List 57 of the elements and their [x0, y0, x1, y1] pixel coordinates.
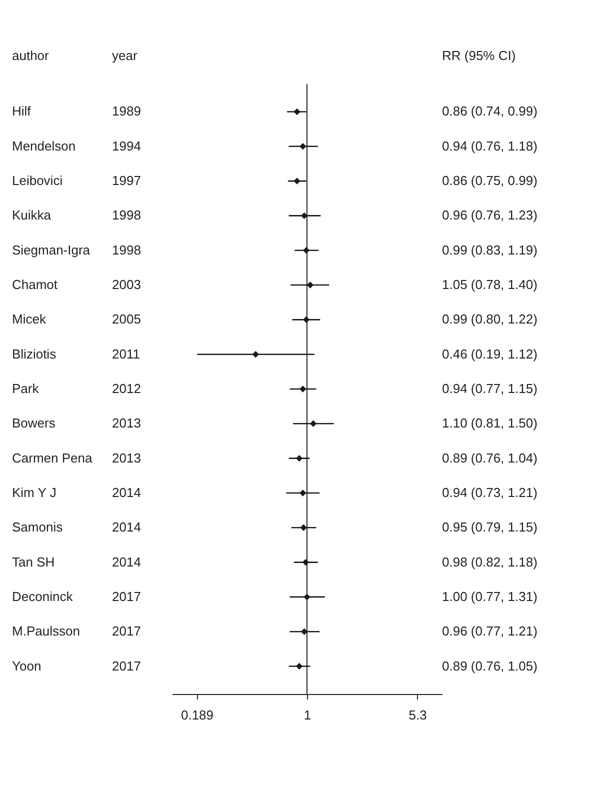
y2-tick-label: 2014 — [112, 484, 141, 500]
data-label: 1.00 (0.77, 1.31) — [442, 588, 538, 604]
y-tick-label: Carmen Pena — [12, 450, 93, 466]
y-tick-label: Siegman-Igra — [12, 242, 91, 258]
y2-tick-label: 2011 — [112, 346, 140, 362]
y-tick-label: Hilf — [12, 104, 32, 119]
data-label: 0.94 (0.76, 1.18) — [442, 138, 538, 154]
x-tick-label: 1 — [304, 708, 312, 722]
data-label: 0.89 (0.76, 1.04) — [442, 450, 538, 466]
data-label: 0.86 (0.75, 0.99) — [442, 173, 538, 188]
y2-tick-label: 2017 — [112, 588, 141, 604]
y2-tick-label: 1998 — [112, 242, 141, 258]
y2-tick-label: 2014 — [112, 520, 141, 535]
data-label: 0.99 (0.83, 1.19) — [442, 242, 538, 258]
data-label: 0.94 (0.77, 1.15) — [442, 381, 538, 396]
data-label: 1.10 (0.81, 1.50) — [442, 416, 538, 431]
y-tick-label: Kim Y J — [12, 484, 56, 500]
x-tick-label: 5.3 — [408, 708, 427, 722]
y-tick-label: Mendelson — [12, 138, 76, 154]
data-label: 0.89 (0.76, 1.05) — [442, 658, 538, 674]
y2-tick-label: 2012 — [112, 381, 141, 396]
y-tick-label: Samonis — [12, 520, 64, 535]
data-label: 0.86 (0.74, 0.99) — [442, 104, 538, 119]
text: author — [12, 48, 50, 63]
y2-tick-label: 2003 — [112, 277, 141, 292]
y-tick-label: Kuikka — [12, 208, 52, 223]
y-tick-label: Bowers — [12, 416, 56, 431]
y-tick-label: Leibovici — [12, 173, 63, 188]
data-label: 1.05 (0.78, 1.40) — [442, 277, 538, 292]
y2-tick-label: 1998 — [112, 208, 141, 223]
y2-tick-label: 1997 — [112, 173, 141, 188]
y-tick-label: Tan SH — [12, 554, 55, 570]
y-tick-label: Deconinck — [12, 588, 74, 604]
data-label: 0.46 (0.19, 1.12) — [442, 346, 538, 362]
y2-tick-label: 2013 — [112, 416, 141, 431]
data-label: 0.98 (0.82, 1.18) — [442, 554, 538, 570]
y-tick-label: Park — [12, 381, 40, 396]
y-tick-label: Micek — [12, 312, 46, 327]
x-tick-label: 0.189 — [180, 708, 214, 722]
y2-tick-label: 1989 — [112, 104, 141, 119]
y-tick-label: Chamot — [12, 277, 58, 292]
y2-tick-label: 2013 — [112, 450, 141, 466]
text: RR (95% CI) — [442, 48, 516, 63]
y-tick-label: Yoon — [12, 658, 42, 674]
text: year — [112, 48, 138, 63]
y2-tick-label: 2017 — [112, 624, 141, 639]
data-label: 0.96 (0.76, 1.23) — [442, 208, 538, 223]
data-label: 0.96 (0.77, 1.21) — [442, 624, 538, 639]
data-label: 0.95 (0.79, 1.15) — [442, 520, 538, 535]
y-tick-label: M.Paulsson — [12, 624, 80, 639]
y2-tick-label: 2014 — [112, 554, 141, 570]
y2-tick-label: 1994 — [112, 138, 141, 154]
y2-tick-label: 2017 — [112, 658, 141, 674]
y-tick-label: Bliziotis — [12, 346, 57, 362]
data-label: 0.94 (0.73, 1.21) — [442, 484, 538, 500]
data-label: 0.99 (0.80, 1.22) — [442, 312, 538, 327]
y2-tick-label: 2005 — [112, 312, 141, 327]
